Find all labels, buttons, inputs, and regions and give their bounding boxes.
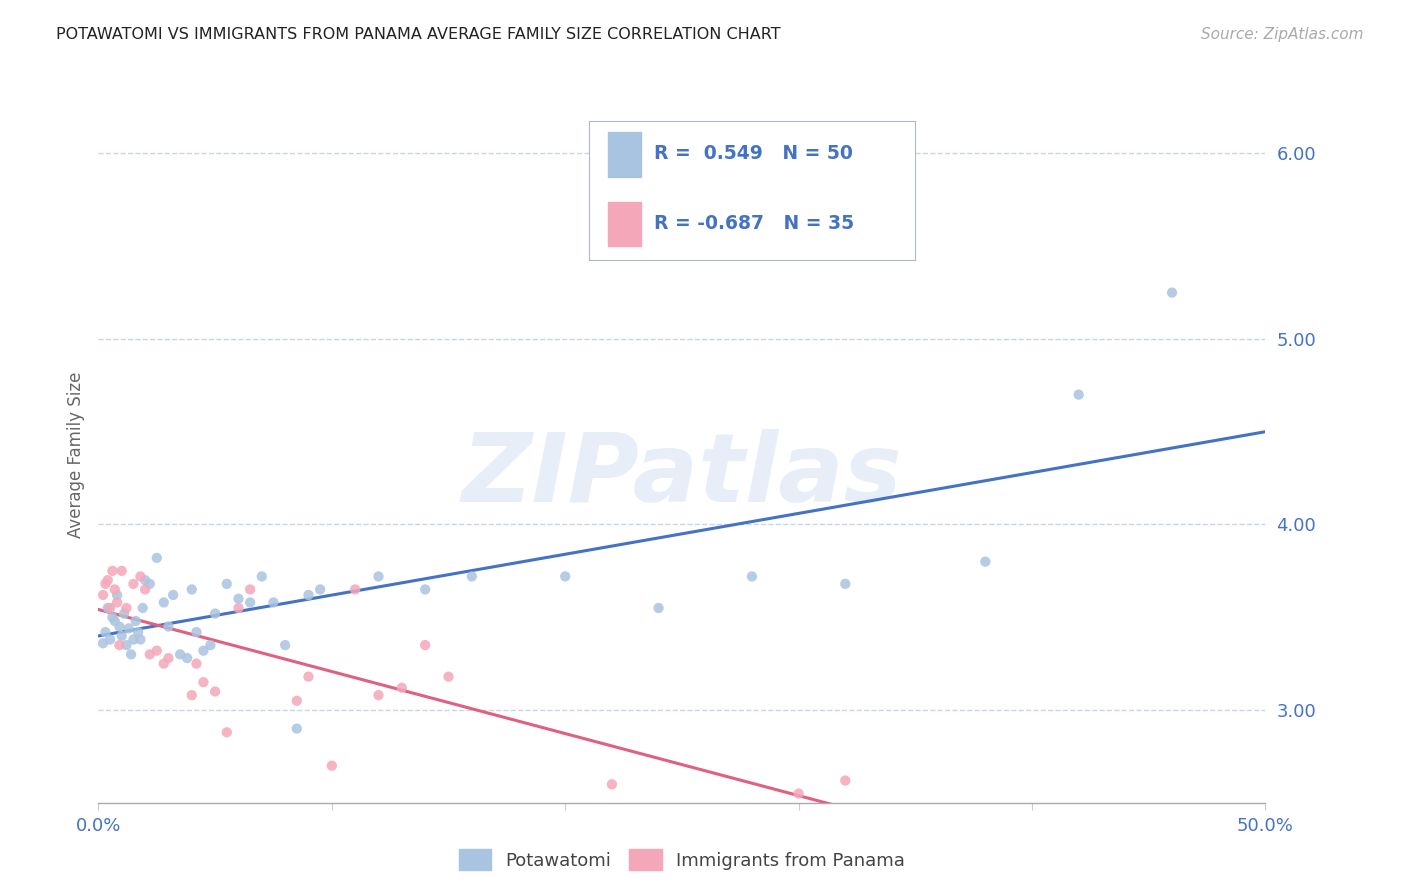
Point <box>134 573 156 587</box>
Text: Source: ZipAtlas.com: Source: ZipAtlas.com <box>1201 27 1364 42</box>
Point <box>152 657 174 671</box>
Point <box>204 607 226 621</box>
Point <box>297 670 319 684</box>
Point <box>176 651 198 665</box>
Point <box>98 601 121 615</box>
Point <box>554 569 576 583</box>
Point <box>139 577 162 591</box>
Point <box>321 758 343 772</box>
Point <box>180 688 202 702</box>
Point <box>200 638 222 652</box>
Point <box>186 657 208 671</box>
Point <box>152 595 174 609</box>
Point <box>91 636 114 650</box>
Point <box>97 601 120 615</box>
Point <box>461 569 484 583</box>
Point <box>146 643 169 657</box>
Point <box>122 577 145 591</box>
Point <box>413 638 436 652</box>
Point <box>367 569 389 583</box>
Point <box>115 601 138 615</box>
Point <box>132 601 155 615</box>
Point <box>105 595 128 609</box>
Point <box>285 722 308 736</box>
Point <box>193 675 215 690</box>
Point <box>157 619 180 633</box>
Text: ZIPatlas: ZIPatlas <box>461 429 903 523</box>
Point <box>120 648 142 662</box>
Y-axis label: Average Family Size: Average Family Size <box>66 372 84 538</box>
Point <box>129 632 152 647</box>
Point <box>94 625 117 640</box>
Point <box>180 582 202 597</box>
Point <box>239 582 262 597</box>
Point <box>1161 285 1184 300</box>
Point <box>108 638 131 652</box>
Point <box>91 588 114 602</box>
Point <box>787 787 810 801</box>
Point <box>204 684 226 698</box>
Point <box>391 681 413 695</box>
Point <box>741 569 763 583</box>
Point <box>1067 387 1090 401</box>
Point <box>118 621 141 635</box>
Point <box>239 595 262 609</box>
Point <box>101 564 124 578</box>
Point <box>262 595 284 609</box>
Point <box>600 777 623 791</box>
Point <box>162 588 184 602</box>
Point <box>367 688 389 702</box>
Point <box>297 588 319 602</box>
Point <box>834 773 856 788</box>
Point <box>98 632 121 647</box>
Point <box>146 550 169 565</box>
Point <box>134 582 156 597</box>
Point <box>215 725 238 739</box>
Point <box>111 564 134 578</box>
Point <box>834 577 856 591</box>
Legend: Potawatomi, Immigrants from Panama: Potawatomi, Immigrants from Panama <box>451 842 912 877</box>
Point <box>169 648 191 662</box>
Point <box>647 601 669 615</box>
Point <box>101 610 124 624</box>
Point <box>193 643 215 657</box>
Point <box>125 614 148 628</box>
Point <box>344 582 367 597</box>
Point <box>94 577 117 591</box>
Point <box>122 632 145 647</box>
Point <box>139 648 162 662</box>
Point <box>250 569 273 583</box>
Point <box>111 629 134 643</box>
Point <box>105 588 128 602</box>
Point <box>309 582 332 597</box>
Point <box>186 625 208 640</box>
Point <box>437 670 460 684</box>
Point <box>274 638 297 652</box>
Point <box>97 573 120 587</box>
Point <box>215 577 238 591</box>
Point <box>108 619 131 633</box>
Text: POTAWATOMI VS IMMIGRANTS FROM PANAMA AVERAGE FAMILY SIZE CORRELATION CHART: POTAWATOMI VS IMMIGRANTS FROM PANAMA AVE… <box>56 27 780 42</box>
Point <box>285 694 308 708</box>
Point <box>104 582 127 597</box>
Point <box>115 638 138 652</box>
Point <box>157 651 180 665</box>
Point <box>104 614 127 628</box>
Point <box>127 625 149 640</box>
Point <box>228 601 250 615</box>
Point <box>413 582 436 597</box>
Point <box>112 607 135 621</box>
Point <box>974 555 997 569</box>
Point <box>228 591 250 606</box>
Point <box>129 569 152 583</box>
